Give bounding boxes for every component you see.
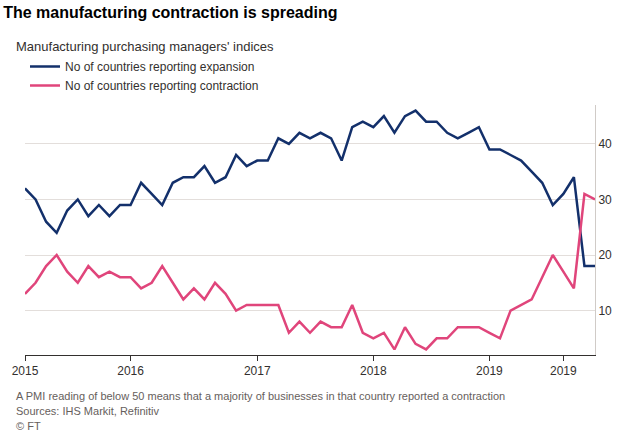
svg-text:2019: 2019 (476, 364, 503, 378)
svg-text:2016: 2016 (117, 364, 144, 378)
svg-text:2015: 2015 (12, 364, 39, 378)
svg-text:© FT: © FT (16, 420, 41, 432)
svg-text:The manufacturing contraction: The manufacturing contraction is spreadi… (3, 4, 337, 21)
svg-text:A PMI reading of below 50 mean: A PMI reading of below 50 means that a m… (16, 390, 505, 402)
svg-text:40: 40 (598, 137, 612, 151)
svg-text:Manufacturing purchasing manag: Manufacturing purchasing managers' indic… (16, 39, 274, 54)
svg-text:30: 30 (598, 193, 612, 207)
svg-text:2018: 2018 (360, 364, 387, 378)
svg-text:Sources: IHS Markit, Refinitiv: Sources: IHS Markit, Refinitiv (16, 405, 160, 417)
svg-text:2017: 2017 (244, 364, 271, 378)
svg-text:10: 10 (598, 304, 612, 318)
svg-text:No of countries reporting cont: No of countries reporting contraction (65, 79, 258, 93)
svg-text:2019: 2019 (550, 364, 577, 378)
svg-text:No of countries reporting expa: No of countries reporting expansion (65, 60, 254, 74)
svg-text:20: 20 (598, 248, 612, 262)
